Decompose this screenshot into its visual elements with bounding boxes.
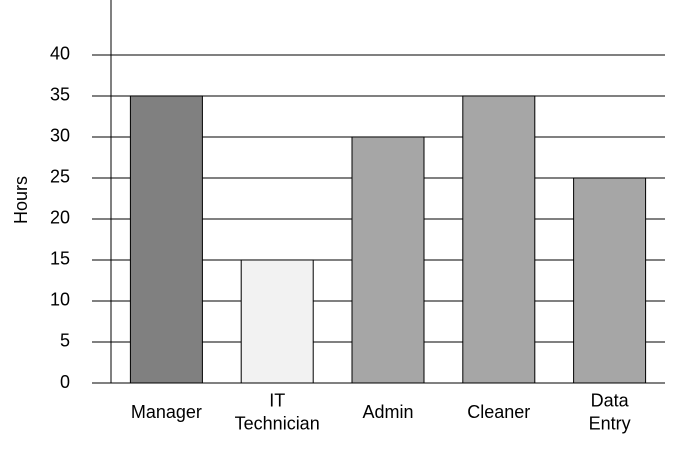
y-tick-label: 5: [60, 331, 70, 351]
bar: [351, 136, 425, 384]
y-axis-label: Hours: [11, 176, 31, 224]
y-tick-label: 10: [50, 290, 70, 310]
y-tick-label: 40: [50, 44, 70, 64]
bar: [129, 95, 203, 384]
x-tick-label: Cleaner: [467, 402, 530, 422]
x-tick-label: IT Technician: [235, 390, 320, 433]
y-tick-label: 25: [50, 167, 70, 187]
x-tick-label: Manager: [131, 402, 202, 422]
y-tick-label: 15: [50, 249, 70, 269]
y-tick-label: 0: [60, 372, 70, 392]
bar: [573, 177, 647, 384]
bar: [462, 95, 536, 384]
x-tick-label: Data Entry: [589, 390, 631, 433]
y-tick-label: 30: [50, 126, 70, 146]
x-tick-label: Admin: [362, 402, 413, 422]
y-tick-label: 20: [50, 208, 70, 228]
y-tick-label: 35: [50, 85, 70, 105]
bar: [240, 259, 314, 384]
